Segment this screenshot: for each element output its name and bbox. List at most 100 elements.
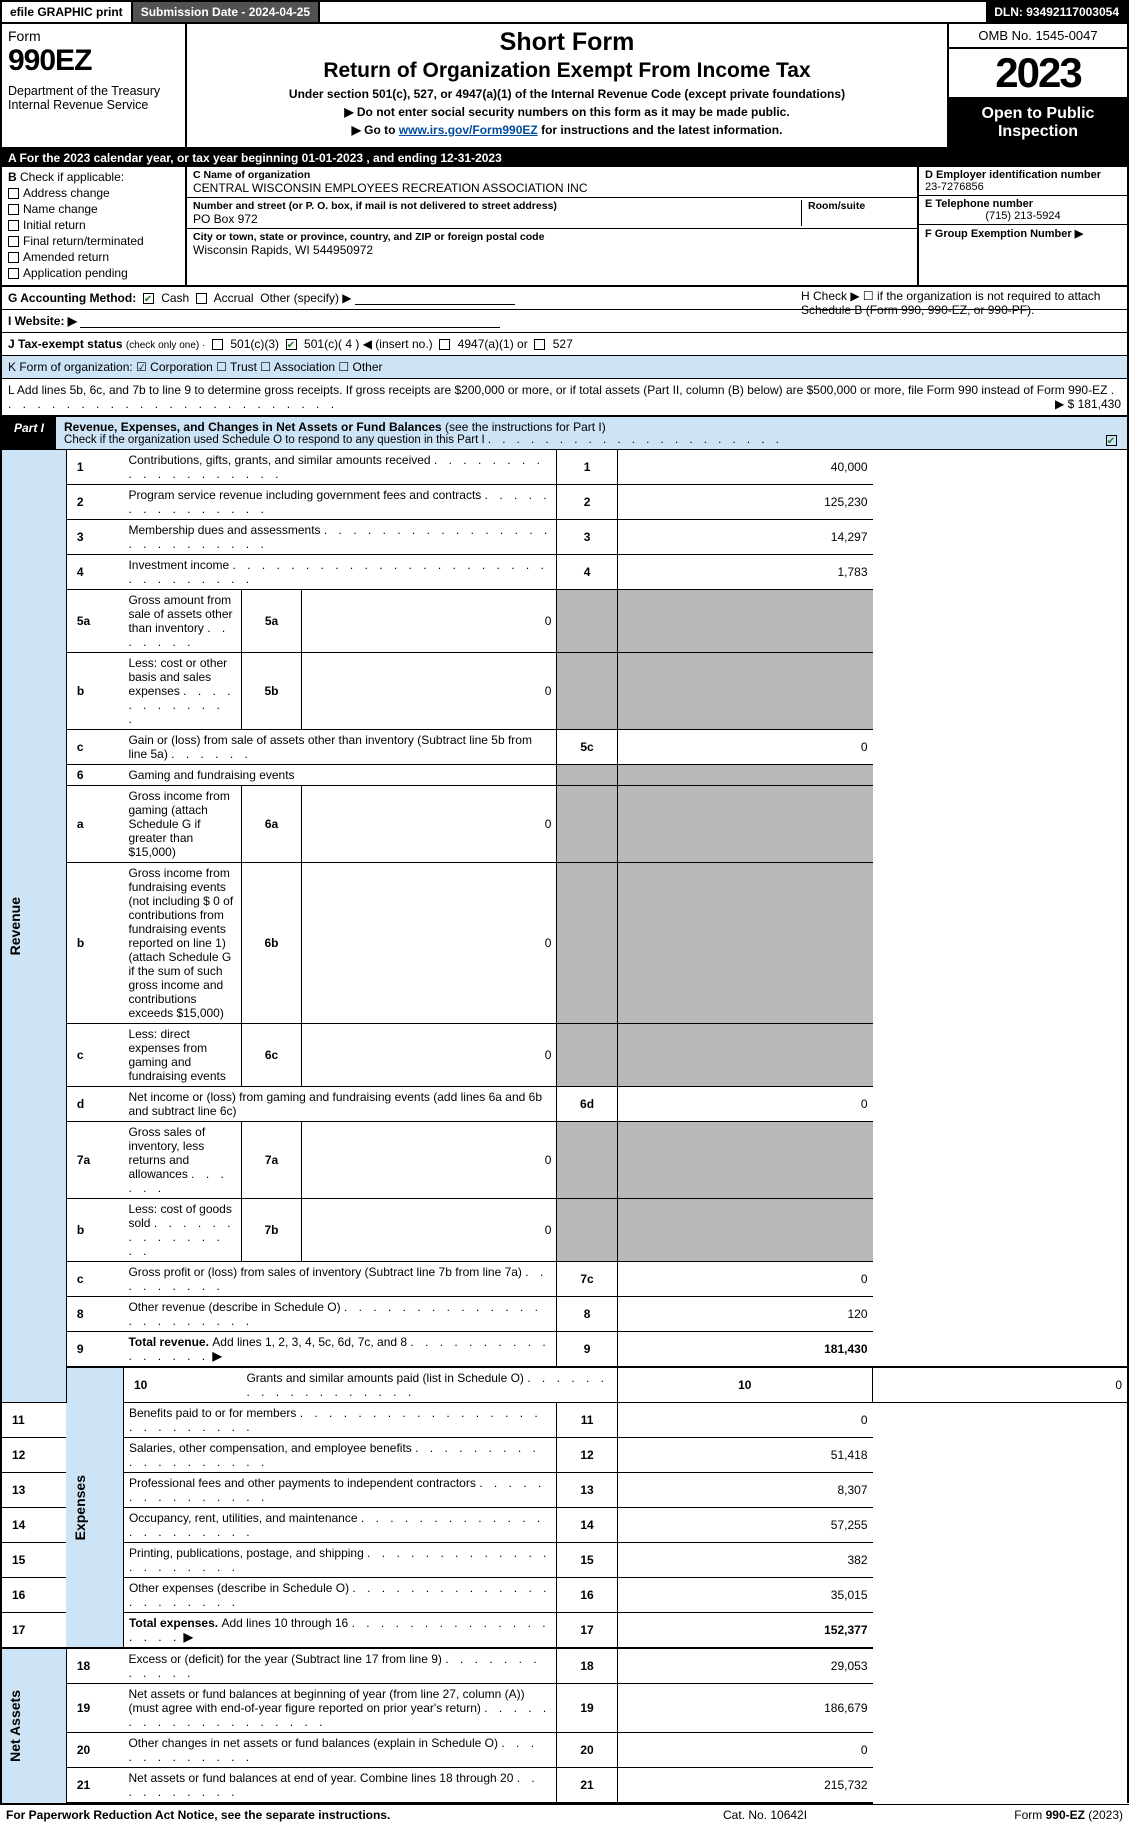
line-18: Net Assets 18 Excess or (deficit) for th… bbox=[1, 1648, 1128, 1684]
line-19: 19Net assets or fund balances at beginni… bbox=[1, 1684, 1128, 1733]
chk-501c[interactable] bbox=[286, 339, 297, 350]
part1-header: Part I Revenue, Expenses, and Changes in… bbox=[0, 417, 1129, 450]
top-bar: efile GRAPHIC print Submission Date - 20… bbox=[0, 0, 1129, 24]
ein: 23-7276856 bbox=[925, 181, 1121, 193]
line-12: 12Salaries, other compensation, and empl… bbox=[1, 1438, 1128, 1473]
org-city: Wisconsin Rapids, WI 544950972 bbox=[193, 243, 911, 257]
chk-501c3[interactable] bbox=[212, 339, 223, 350]
chk-cash[interactable] bbox=[143, 293, 154, 304]
chk-527[interactable] bbox=[534, 339, 545, 350]
chk-initial[interactable]: Initial return bbox=[8, 218, 179, 232]
submission-date: Submission Date - 2024-04-25 bbox=[133, 2, 320, 22]
i-lbl: I Website: ▶ bbox=[8, 314, 77, 328]
line-7c: c Gross profit or (loss) from sales of i… bbox=[1, 1262, 1128, 1297]
ssn-warning: ▶ Do not enter social security numbers o… bbox=[193, 105, 941, 119]
section-a: A For the 2023 calendar year, or tax yea… bbox=[0, 149, 1129, 167]
line-4: 4 Investment income . . . . . . . . . . … bbox=[1, 555, 1128, 590]
line-5b: b Less: cost or other basis and sales ex… bbox=[1, 653, 1128, 730]
line-6: 6 Gaming and fundraising events bbox=[1, 765, 1128, 786]
chk-pending[interactable]: Application pending bbox=[8, 266, 179, 280]
line-11: 11Benefits paid to or for members . . . … bbox=[1, 1403, 1128, 1438]
goto-line: ▶ Go to www.irs.gov/Form990EZ for instru… bbox=[193, 123, 941, 137]
chk-final[interactable]: Final return/terminated bbox=[8, 234, 179, 248]
room-lbl: Room/suite bbox=[808, 200, 911, 212]
line-7b: b Less: cost of goods sold . . . . . . .… bbox=[1, 1199, 1128, 1262]
part1-chk[interactable] bbox=[1099, 417, 1127, 449]
c-street-lbl: Number and street (or P. O. box, if mail… bbox=[193, 200, 801, 212]
e-lbl: E Telephone number bbox=[925, 198, 1121, 210]
form-number: 990EZ bbox=[8, 44, 179, 78]
line-14: 14Occupancy, rent, utilities, and mainte… bbox=[1, 1508, 1128, 1543]
col-b: B Check if applicable: Address change Na… bbox=[2, 167, 187, 285]
line-15: 15Printing, publications, postage, and s… bbox=[1, 1543, 1128, 1578]
chk-amended[interactable]: Amended return bbox=[8, 250, 179, 264]
form-ref: Form 990-EZ (2023) bbox=[923, 1808, 1123, 1822]
b-sub: Check if applicable: bbox=[20, 170, 124, 184]
part1-tab: Part I bbox=[2, 417, 56, 449]
row-k: K Form of organization: ☑ Corporation ☐ … bbox=[0, 356, 1129, 379]
info-block: B Check if applicable: Address change Na… bbox=[0, 167, 1129, 287]
chk-4947[interactable] bbox=[439, 339, 450, 350]
line-16: 16Other expenses (describe in Schedule O… bbox=[1, 1578, 1128, 1613]
row-j: J Tax-exempt status (check only one) · 5… bbox=[0, 333, 1129, 356]
c-name-lbl: C Name of organization bbox=[193, 169, 911, 181]
line-9: 9 Total revenue. Add lines 1, 2, 3, 4, 5… bbox=[1, 1332, 1128, 1368]
line-7a: 7a Gross sales of inventory, less return… bbox=[1, 1122, 1128, 1199]
l-text: L Add lines 5b, 6c, and 7b to line 9 to … bbox=[8, 383, 1107, 397]
line-10: Expenses 10 Grants and similar amounts p… bbox=[1, 1367, 1128, 1403]
line-1: Revenue 1 Contributions, gifts, grants, … bbox=[1, 450, 1128, 485]
row-g: G Accounting Method: Cash Accrual Other … bbox=[0, 287, 1129, 310]
f-lbl: F Group Exemption Number ▶ bbox=[925, 228, 1083, 240]
line-17: 17Total expenses. Add lines 10 through 1… bbox=[1, 1613, 1128, 1649]
line-2: 2 Program service revenue including gove… bbox=[1, 485, 1128, 520]
short-form-title: Short Form bbox=[193, 28, 941, 57]
line-13: 13Professional fees and other payments t… bbox=[1, 1473, 1128, 1508]
chk-name[interactable]: Name change bbox=[8, 202, 179, 216]
header-right: OMB No. 1545-0047 2023 Open to Public In… bbox=[947, 24, 1127, 147]
row-i: I Website: ▶ bbox=[0, 310, 1129, 333]
line-6d: d Net income or (loss) from gaming and f… bbox=[1, 1087, 1128, 1122]
j-lbl: J Tax-exempt status bbox=[8, 337, 123, 351]
chk-accrual[interactable] bbox=[196, 293, 207, 304]
side-revenue: Revenue bbox=[7, 897, 23, 955]
g-lbl: G Accounting Method: bbox=[8, 291, 136, 305]
other-blank[interactable] bbox=[355, 291, 515, 305]
form-word: Form bbox=[8, 28, 179, 44]
paperwork-notice: For Paperwork Reduction Act Notice, see … bbox=[6, 1808, 723, 1822]
footer: For Paperwork Reduction Act Notice, see … bbox=[0, 1804, 1129, 1825]
dln: DLN: 93492117003054 bbox=[986, 2, 1127, 22]
efile-label[interactable]: efile GRAPHIC print bbox=[2, 2, 133, 22]
line-5a: 5a Gross amount from sale of assets othe… bbox=[1, 590, 1128, 653]
org-street: PO Box 972 bbox=[193, 212, 801, 226]
l-amt: ▶ $ 181,430 bbox=[1055, 397, 1121, 411]
irs-link[interactable]: www.irs.gov/Form990EZ bbox=[399, 123, 538, 137]
spacer bbox=[320, 2, 986, 22]
lines-table: Revenue 1 Contributions, gifts, grants, … bbox=[0, 450, 1129, 1804]
dept-treasury: Department of the Treasury Internal Reve… bbox=[8, 84, 179, 112]
line-21: 21Net assets or fund balances at end of … bbox=[1, 1768, 1128, 1804]
line-6c: c Less: direct expenses from gaming and … bbox=[1, 1024, 1128, 1087]
goto-pre: ▶ Go to bbox=[352, 123, 399, 137]
chk-address[interactable]: Address change bbox=[8, 186, 179, 200]
c-city-lbl: City or town, state or province, country… bbox=[193, 231, 911, 243]
org-name: CENTRAL WISCONSIN EMPLOYEES RECREATION A… bbox=[193, 181, 911, 195]
cat-no: Cat. No. 10642I bbox=[723, 1808, 923, 1822]
line-5c: c Gain or (loss) from sale of assets oth… bbox=[1, 730, 1128, 765]
omb-number: OMB No. 1545-0047 bbox=[949, 24, 1127, 49]
under-section: Under section 501(c), 527, or 4947(a)(1)… bbox=[193, 87, 941, 101]
line-6a: a Gross income from gaming (attach Sched… bbox=[1, 786, 1128, 863]
line-3: 3 Membership dues and assessments . . . … bbox=[1, 520, 1128, 555]
d-lbl: D Employer identification number bbox=[925, 169, 1121, 181]
line-6b: b Gross income from fundraising events (… bbox=[1, 863, 1128, 1024]
form-header: Form 990EZ Department of the Treasury In… bbox=[0, 24, 1129, 149]
goto-post: for instructions and the latest informat… bbox=[538, 123, 783, 137]
header-center: Short Form Return of Organization Exempt… bbox=[187, 24, 947, 147]
row-l: L Add lines 5b, 6c, and 7b to line 9 to … bbox=[0, 379, 1129, 417]
col-de: D Employer identification number 23-7276… bbox=[917, 167, 1127, 285]
return-title: Return of Organization Exempt From Incom… bbox=[193, 59, 941, 83]
part1-title: Revenue, Expenses, and Changes in Net As… bbox=[56, 417, 1099, 449]
tax-year: 2023 bbox=[949, 49, 1127, 97]
website-blank[interactable] bbox=[80, 314, 500, 328]
side-netassets: Net Assets bbox=[7, 1690, 23, 1762]
b-label: B bbox=[8, 170, 17, 184]
